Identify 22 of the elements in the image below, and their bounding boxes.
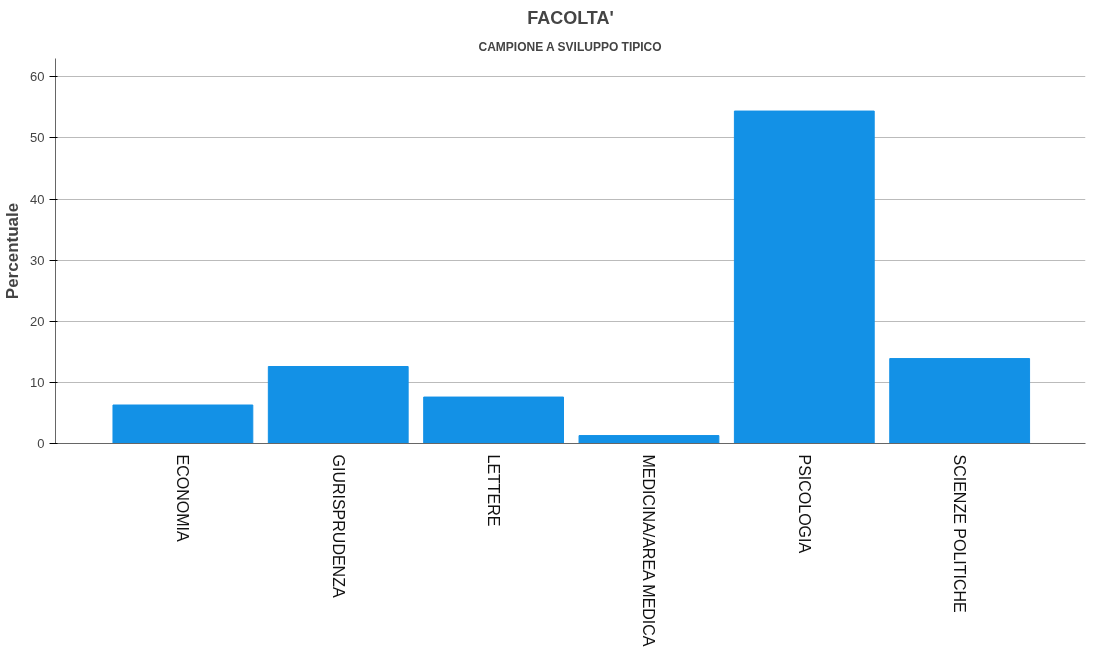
bar (423, 396, 565, 444)
y-tick-label: 50 (30, 130, 45, 146)
y-tick-label: 10 (30, 374, 45, 390)
y-axis-title: Percentuale (3, 202, 23, 300)
y-tick-label: 20 (30, 313, 45, 329)
x-tick-label: MEDICINA/AREA MEDICA (640, 454, 658, 647)
bar (267, 366, 409, 444)
x-tick-label: GIURISPRUDENZA (329, 454, 347, 598)
y-tick-label: 0 (37, 436, 45, 451)
bar (578, 435, 720, 444)
bar (733, 110, 875, 444)
y-tick-label: 40 (30, 191, 45, 207)
x-tick-label: LETTERE (485, 454, 503, 527)
chart-subtitle: CAMPIONE A SVILUPPO TIPICO (478, 39, 662, 54)
y-tick-label: 30 (30, 252, 45, 268)
y-tick-label: 60 (30, 69, 45, 85)
chart-title: FACOLTA' (527, 7, 614, 28)
x-tick-label: PSICOLOGIA (795, 454, 813, 554)
bar (889, 358, 1031, 444)
bar (112, 404, 254, 444)
x-tick-label: ECONOMIA (174, 454, 192, 542)
x-tick-label: SCIENZE POLITICHE (951, 454, 969, 613)
